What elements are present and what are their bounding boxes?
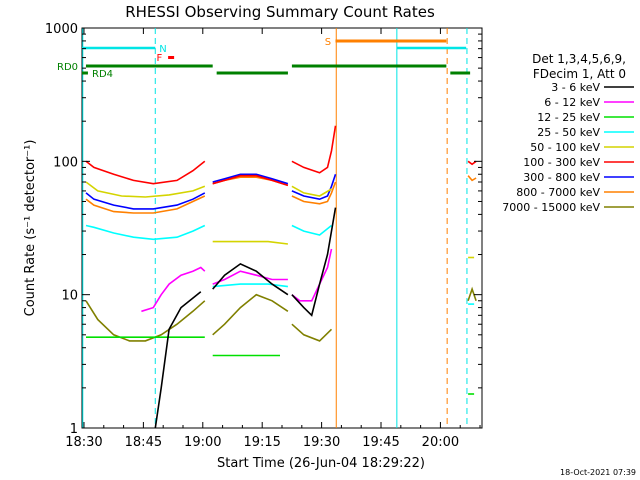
series-300-800-keV-seg-0 (85, 192, 206, 210)
legend-label-1: 6 - 12 keV (544, 96, 600, 109)
y-tick-label-2: 100 (53, 155, 78, 170)
series-25-50-keV-seg-0 (85, 224, 206, 241)
series-100-300-keV-seg-1 (212, 174, 289, 187)
y-axis-label: Count Rate (s⁻¹ detector⁻¹) (23, 140, 38, 317)
series-300-800-keV-seg-1 (212, 173, 289, 185)
flare-marker (168, 56, 175, 59)
series-300-800-keV-seg-2 (291, 174, 337, 201)
legend-label-8: 7000 - 15000 keV (502, 201, 600, 214)
timestamp: 18-Oct-2021 07:39 (560, 468, 636, 477)
x-tick-label-2: 19:00 (184, 435, 221, 450)
saa-label: S (325, 37, 331, 48)
v-lines (82, 28, 468, 428)
x-tick-label-5: 19:45 (362, 435, 399, 450)
y-tick-label-3: 1000 (45, 22, 78, 37)
series-6-12-keV-seg-1 (212, 270, 288, 285)
night-label: N (159, 44, 166, 55)
series-3-6-keV-seg-1 (212, 262, 289, 296)
legend: Det 1,3,4,5,6,9,FDecim 1, Att 03 - 6 keV… (502, 52, 634, 214)
legend-label-6: 300 - 800 keV (523, 171, 600, 184)
legend-label-2: 12 - 25 keV (537, 111, 600, 124)
series-25-50-keV-seg-2 (291, 224, 332, 236)
x-tick-label-1: 18:45 (125, 435, 162, 450)
flag-bars: RD0 RD4 NF S (57, 37, 471, 80)
x-tick-label-3: 19:15 (243, 435, 280, 450)
y-tick-label-0: 1 (70, 422, 78, 437)
series-800-7000-keV-seg-2 (291, 181, 337, 205)
series-7000-15000-keV-seg-0 (85, 300, 206, 342)
rd4-label: RD4 (92, 69, 113, 80)
series-7000-15000-keV-seg-1 (212, 293, 289, 336)
legend-label-3: 25 - 50 keV (537, 126, 600, 139)
series-7000-15000-keV-seg-3 (467, 286, 477, 302)
x-tick-label-4: 19:30 (303, 435, 340, 450)
series-lines (85, 125, 477, 429)
series-6-12-keV-seg-2 (291, 248, 333, 302)
x-tick-label-0: 18:30 (65, 435, 102, 450)
flare-label: F (156, 53, 162, 64)
series-50-100-keV-seg-1 (212, 240, 288, 245)
series-25-50-keV-seg-1 (212, 283, 289, 288)
x-tick-label-6: 20:00 (422, 435, 459, 450)
legend-label-5: 100 - 300 keV (523, 156, 600, 169)
legend-label-4: 50 - 100 keV (530, 141, 600, 154)
series-7000-15000-keV-seg-2 (291, 323, 333, 342)
plot-frame (81, 27, 483, 429)
series-3-6-keV-seg-0 (154, 291, 202, 429)
series-100-300-keV-seg-3 (467, 160, 477, 166)
legend-header-0: Det 1,3,4,5,6,9, (532, 52, 626, 66)
legend-label-7: 800 - 7000 keV (516, 186, 600, 199)
rd0-label: RD0 (57, 62, 78, 73)
axes: 18:30 18:45 19:00 19:15 19:30 19:45 20:00 1 10 10… (45, 22, 482, 450)
series-6-12-keV-seg-0 (141, 266, 206, 313)
legend-header-1: FDecim 1, Att 0 (533, 67, 626, 81)
series-3-6-keV-seg-2 (291, 207, 337, 317)
legend-label-0: 3 - 6 keV (551, 81, 600, 94)
series-50-100-keV-seg-2 (291, 185, 332, 197)
series-50-100-keV-seg-0 (85, 181, 206, 198)
y-tick-label-1: 10 (61, 289, 78, 304)
series-100-300-keV-seg-0 (85, 160, 206, 185)
chart-title: RHESSI Observing Summary Count Rates (125, 3, 435, 21)
x-axis-label: Start Time (26-Jun-04 18:29:22) (217, 456, 425, 471)
series-100-300-keV-seg-2 (291, 125, 337, 174)
series-800-7000-keV-seg-0 (85, 195, 206, 214)
series-800-7000-keV-seg-3 (467, 175, 477, 182)
